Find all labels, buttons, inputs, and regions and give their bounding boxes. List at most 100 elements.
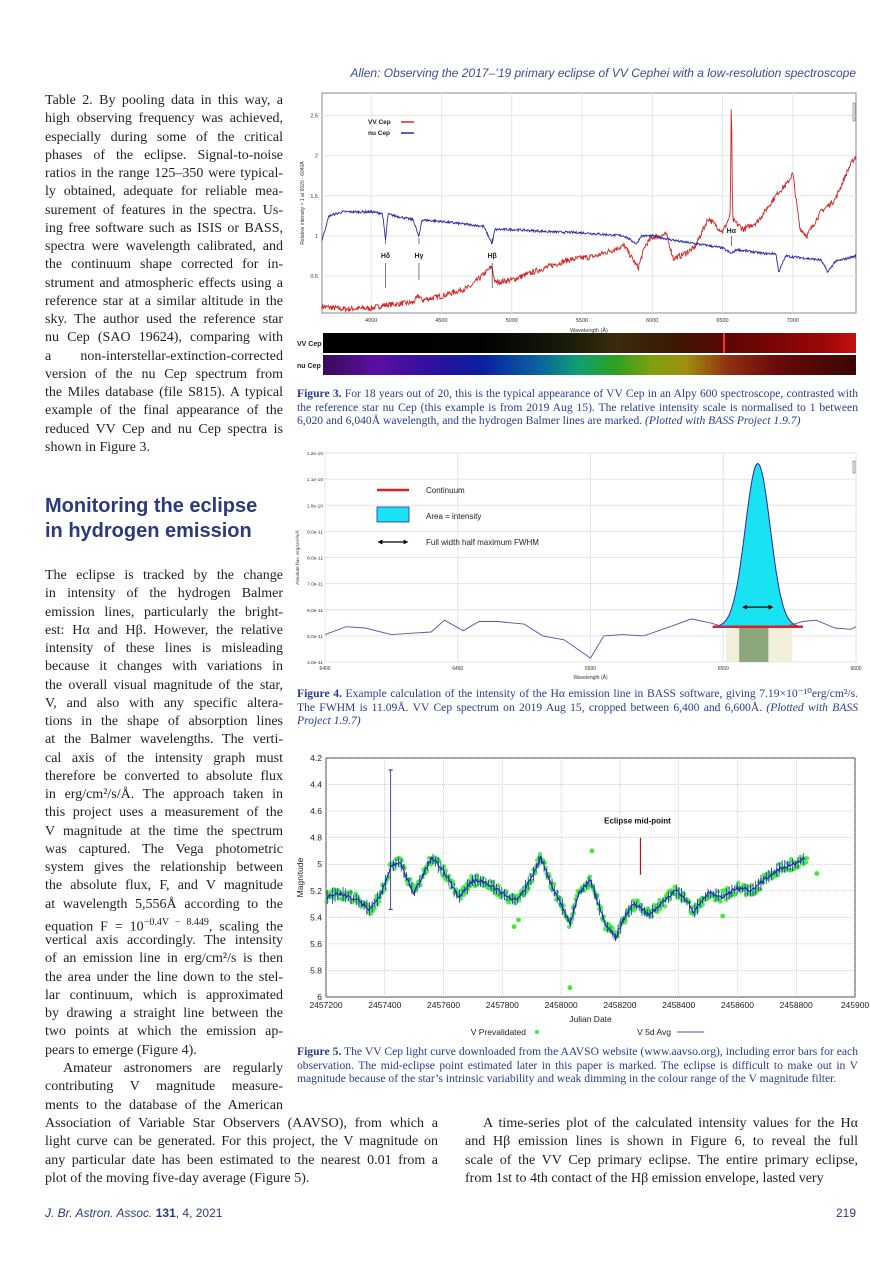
- observation-point: [649, 914, 655, 919]
- text-line: therefore be converted to absolute flux: [45, 768, 283, 784]
- observation-point: [796, 864, 801, 869]
- x-axis-label: Wavelength (Å): [573, 674, 608, 681]
- observation-point: [552, 882, 557, 887]
- nu-cep-spectrum-strip: [323, 355, 856, 375]
- text-line: contributing V magnitude measure-: [45, 1079, 283, 1095]
- x-tick-label: 6000: [646, 318, 658, 324]
- emission-line-area: [717, 462, 798, 628]
- text-line: est: Hα and Hβ. However, the relative: [45, 622, 283, 638]
- observation-point: [425, 869, 430, 874]
- y-tick-label: 2: [315, 154, 318, 160]
- observation-point: [804, 860, 809, 865]
- text-line: and Hβ emission lines is shown in Figure…: [465, 1134, 858, 1150]
- x-tick-label: 5000: [506, 318, 518, 324]
- text-line: a non-interstellar-extinction-corrected: [45, 348, 283, 364]
- text-line: of an emission line in erg/cm²/s is then: [45, 951, 283, 967]
- x-tick-label: 2458000: [545, 1000, 578, 1010]
- text-line: A time-series plot of the calculated int…: [483, 1116, 858, 1131]
- figure-4-label: Figure 4.: [297, 687, 342, 700]
- x-tick-label: 6550: [718, 666, 729, 672]
- journal-name: J. Br. Astron. Assoc.: [45, 1206, 153, 1220]
- spectrum-line: [324, 618, 732, 659]
- balmer-line-label: Hγ: [414, 253, 423, 260]
- text-line: strument and atmospheric effects using a: [45, 275, 283, 291]
- page-number: 219: [835, 1206, 856, 1220]
- strip-label-vv-cep: VV Cep: [297, 341, 322, 348]
- legend-label: VV Cep: [368, 119, 391, 126]
- observation-point: [814, 871, 820, 876]
- body-paragraph-1: Table 2. By pooling data in this way, a h…: [45, 92, 283, 457]
- text-line: system gives the relationship between: [45, 860, 283, 875]
- text-line: Association of Variable Star Observers (…: [45, 1116, 438, 1131]
- legend-label: V 5d Avg: [637, 1027, 671, 1037]
- text-line: in intensity of the hydrogen Balmer: [45, 586, 283, 602]
- equation-text: , scaling the: [208, 919, 283, 935]
- y-tick-label: 5.6: [310, 939, 322, 949]
- figure-5-label: Figure 5.: [297, 1045, 342, 1058]
- text-line: high observing frequency was achieved,: [45, 111, 283, 127]
- x-tick-label: 6500: [716, 318, 728, 324]
- journal-volume: 131: [155, 1206, 176, 1220]
- y-tick-label: 7.0e-11: [307, 582, 323, 588]
- text-line: at the Balmer wavelengths. The verti-: [45, 732, 283, 748]
- y-axis-label: Absolute flux, erg/cm²/s/Å: [294, 529, 301, 584]
- text-line: this project uses a measurement of the: [45, 805, 283, 821]
- balmer-line-label: Hδ: [381, 253, 390, 260]
- observation-point: [610, 925, 615, 931]
- vv-cep-spectrum-strip: [323, 333, 856, 353]
- text-line: any particular date has been estimated t…: [45, 1152, 438, 1168]
- figure-3-caption-note: (Plotted with BASS Project 1.9.7): [645, 414, 801, 428]
- equation-line: equation F = 10−0.4V − 8.449, scaling th…: [45, 914, 283, 935]
- observation-point: [718, 899, 723, 904]
- figure-3-caption: Figure 3. For 18 years out of 20, this i…: [297, 387, 858, 428]
- text-line: vertical axis accordingly. The intensity: [45, 933, 283, 948]
- x-tick-label: 6600: [850, 666, 861, 672]
- text-line: ing free software such as ISIS or BASS,: [45, 220, 283, 236]
- observation-point: [582, 888, 587, 893]
- observation-point: [777, 861, 783, 867]
- legend-label: Full width half maximum FWHM: [426, 538, 539, 547]
- journal-footer: J. Br. Astron. Assoc. 131, 4, 2021: [45, 1206, 222, 1220]
- legend-label: nu Cep: [368, 130, 390, 137]
- observation-point: [589, 848, 595, 854]
- five-day-average-line: [326, 855, 806, 941]
- y-tick-label: 4.6: [310, 806, 322, 816]
- observation-point: [441, 864, 447, 869]
- y-tick-label: 4.0e-11: [307, 660, 323, 666]
- y-axis-label: Relative intensity = 1 at 6020 - 6040Å: [299, 161, 306, 245]
- y-tick-label: 8.0e-11: [307, 556, 323, 562]
- legend-label: Area = intensity: [426, 512, 481, 521]
- text-line: phases of the eclipse. Signal-to-noise: [45, 147, 283, 163]
- text-line: reference star at a similar altitude in …: [45, 293, 283, 309]
- eclipse-midpoint-label: Eclipse mid-point: [604, 817, 671, 826]
- figure-4-caption-text: Example calculation of the intensity of …: [297, 687, 858, 714]
- text-line: tions in the shape of absorption lines: [45, 714, 283, 729]
- text-line: version of the nu Cep spectrum from: [45, 366, 283, 382]
- text-line: from 1st to 4th contact of the Hβ emissi…: [465, 1170, 824, 1186]
- spectrum-line: [789, 619, 857, 630]
- legend-label: V Prevalidated: [471, 1027, 527, 1037]
- observation-point: [537, 851, 543, 857]
- text-line: sky. The author used the reference star: [45, 312, 283, 327]
- legend-label: Continuum: [426, 486, 465, 495]
- balmer-line-label: Hβ: [488, 253, 498, 260]
- observation-point: [657, 897, 662, 903]
- text-line: ratios in the range 125–350 were typical…: [45, 166, 283, 181]
- fwhm-hatched-band: [739, 626, 769, 662]
- observation-point: [526, 886, 531, 891]
- figure-3-label: Figure 3.: [297, 387, 342, 400]
- observation-point: [720, 913, 726, 919]
- body-paragraph-3-continued: Association of Variable Star Observers (…: [45, 1115, 438, 1188]
- x-axis-label: Julian Date: [569, 1014, 612, 1024]
- text-line: nu Cep (SAO 19624), comparing with: [45, 330, 283, 346]
- x-tick-label: 7000: [787, 318, 799, 324]
- x-tick-label: 245900: [841, 1000, 870, 1010]
- text-line: especially during some of the critical: [45, 129, 283, 145]
- text-line: spectra were wavelength calibrated, and: [45, 239, 283, 254]
- y-tick-label: 4.8: [310, 833, 322, 843]
- text-line: plot of the moving five-day average (Fig…: [45, 1170, 310, 1186]
- legend-swatch-points: [535, 1030, 539, 1034]
- text-line: two points at which the emission ap-: [45, 1024, 283, 1040]
- observation-point: [612, 929, 617, 935]
